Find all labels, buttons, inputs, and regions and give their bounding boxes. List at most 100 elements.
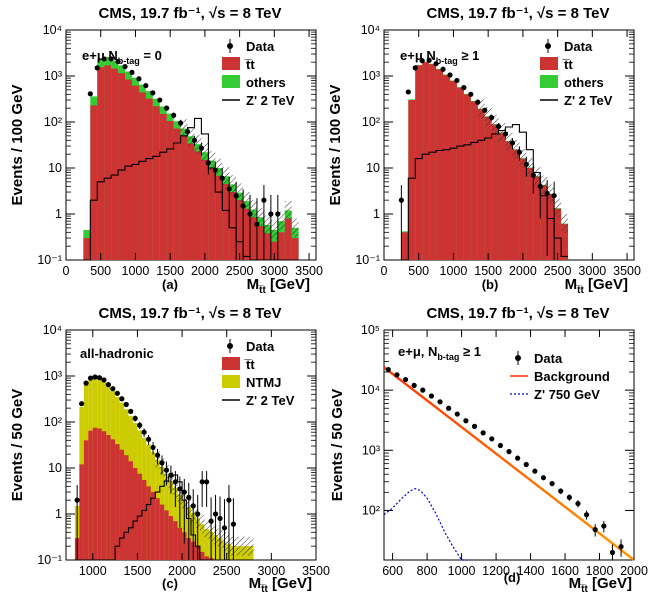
panel-b-bar-0-8 — [456, 87, 464, 261]
panel-b-ytick-label-0: 10⁻¹ — [355, 253, 380, 267]
panel-d-legend-label-0: Data — [534, 351, 563, 366]
panel-b-xlabel-sub: t̅t — [576, 284, 585, 296]
panel-a-data-point-11 — [164, 105, 170, 111]
panel-b-category: e+μ Nb-tag ≥ 1 — [400, 48, 479, 66]
panel-d-data-point-8 — [454, 411, 460, 417]
panel-b-xtick-label-1: 500 — [408, 264, 429, 278]
panel-c-data-point-12 — [128, 408, 134, 414]
panel-c-bar-0-7 — [106, 435, 111, 560]
panel-b-data-point-4 — [426, 57, 432, 63]
panel-b-xlabel: Mt̅t [GeV] — [565, 276, 628, 296]
panel-a-category-main: e+μ N — [82, 48, 118, 63]
panel-c-data — [74, 374, 237, 560]
panel-d-data-point-4 — [420, 387, 426, 393]
panel-c-legend-label-3: Z' 2 TeV — [246, 393, 295, 408]
panel-a-uncertainty-14 — [180, 119, 188, 138]
panel-c-caption: (c) — [162, 576, 178, 591]
panel-a-data-point-9 — [150, 90, 156, 96]
panel-d-legend-marker — [515, 355, 521, 361]
panel-a-bar-0-26 — [263, 233, 271, 260]
panel-a-data-point-14 — [184, 128, 191, 135]
panel-a-data-point-21 — [233, 193, 239, 199]
panel-c-legend: Data t̅t NTMJ Z' 2 TeV — [222, 339, 295, 408]
panel-b-bar-0-19 — [533, 176, 541, 260]
panel-b-legend: Data t̅t others Z' 2 TeV — [540, 39, 613, 108]
panel-a-legend-marker — [227, 43, 233, 49]
panel-a-legend-label-1: t̅t — [244, 57, 255, 72]
panel-d-data-point-7 — [446, 405, 452, 411]
panel-b-bar-0-13 — [491, 124, 499, 260]
panel-c-uncertainty-28 — [199, 514, 205, 534]
panel-a-xtick-label-5: 2500 — [226, 264, 254, 278]
panel-a-xlabel-unit: [GeV] — [266, 276, 310, 293]
panel-a-bar-0-21 — [229, 192, 237, 260]
panel-a-data-point-3 — [108, 56, 114, 62]
panel-d-xtick-label-1: 800 — [417, 564, 438, 578]
panel-d-xtick-label-0: 600 — [382, 564, 403, 578]
panel-c-bar-0-19 — [159, 504, 165, 560]
panel-b-xtick-label-4: 2000 — [509, 264, 537, 278]
panel-d-data-point-15 — [515, 455, 521, 461]
panel-a-bar-0-23 — [243, 208, 251, 260]
panel-a-bar-0-17 — [201, 159, 209, 260]
panel-a-data-point-6 — [129, 69, 135, 75]
panel-c-data-point-15 — [141, 429, 147, 435]
panel-c-ylabel: Events / 50 GeV — [9, 389, 26, 502]
panel-c-bar-0-21 — [168, 516, 174, 560]
panel-d-ytick-label-2: 10⁴ — [361, 383, 380, 397]
panel-b-data-point-20 — [537, 183, 543, 189]
panel-b-ytick-label-1: 1 — [373, 207, 380, 221]
panel-b-bar-0-12 — [484, 116, 492, 260]
panel-c-data-point-10 — [119, 396, 125, 402]
panel-c-data-point-9 — [114, 390, 120, 396]
panel-c-bar-1-29 — [204, 529, 209, 560]
panel-c-data-point-22 — [172, 479, 178, 485]
panel-a-legend-label-3: Z' 2 TeV — [246, 93, 295, 108]
panel-a-data-point-4 — [115, 59, 121, 65]
panel-c-signal — [74, 474, 254, 561]
panel-d-data-point-9 — [463, 418, 469, 424]
panel-c-data-point-35 — [230, 521, 237, 527]
panel-d-data-point-18 — [540, 475, 547, 481]
panel-d-header: CMS, 19.7 fb⁻¹, √s = 8 TeV — [426, 305, 609, 322]
panel-c-bars — [74, 377, 254, 560]
panel-b-data-point-1 — [405, 89, 411, 95]
panel-c-bar-0-5 — [97, 428, 102, 560]
panel-c-xlabel-main: M — [249, 575, 262, 592]
panel-d-data-point-26 — [609, 549, 616, 556]
panel-a-xtick-label-3: 1500 — [156, 264, 184, 278]
panel-b-legend-marker — [545, 43, 551, 49]
panel-a-uncertainty-26 — [263, 215, 271, 235]
panel-a-bar-0-13 — [173, 128, 181, 260]
panel-c-xtick-label-4: 3000 — [257, 564, 285, 578]
panel-c-data-point-31 — [212, 511, 219, 517]
panel-b-bar-0-11 — [477, 109, 485, 260]
panel-b-caption: (b) — [482, 277, 499, 292]
panel-c-data-point-23 — [177, 486, 183, 492]
panel-c-data-point-0 — [74, 497, 80, 503]
panel-b-category-sub: b-tag — [436, 56, 458, 66]
panel-d-xlabel: Mt̅t [GeV] — [569, 575, 632, 595]
panel-b-uncertainty-22 — [554, 198, 562, 218]
panel-a-xlabel-sub: t̅t — [258, 284, 267, 296]
panel-b-bar-0-7 — [449, 80, 457, 260]
panel-d-curves — [383, 366, 635, 561]
panel-a-data-point-23 — [247, 211, 253, 217]
panel-b-data-point-15 — [502, 131, 509, 137]
panel-b-data-point-2 — [412, 65, 418, 71]
panel-b-bar-0-6 — [443, 75, 450, 260]
panel-d-data-point-24 — [592, 527, 598, 533]
panel-b-uncertainty-17 — [519, 148, 527, 168]
panel-d-xtick-label-5: 1600 — [551, 564, 579, 578]
panel-c-ytick-label-0: 10⁻¹ — [37, 553, 62, 567]
panel-c-xtick-label-0: 1000 — [79, 564, 107, 578]
panel-d-data-point-13 — [497, 442, 503, 449]
panel-c-legend-swatch-2 — [222, 375, 240, 388]
panel-b-uncertainty-21 — [547, 184, 555, 204]
panel-a-uncertainty-23 — [243, 191, 251, 211]
panel-a-ylabel: Events / 100 GeV — [9, 85, 26, 206]
panel-b-data-point-0 — [398, 197, 404, 203]
panel-a-bar-0-4 — [111, 68, 119, 260]
panel-b-uncertainty-18 — [526, 158, 534, 177]
